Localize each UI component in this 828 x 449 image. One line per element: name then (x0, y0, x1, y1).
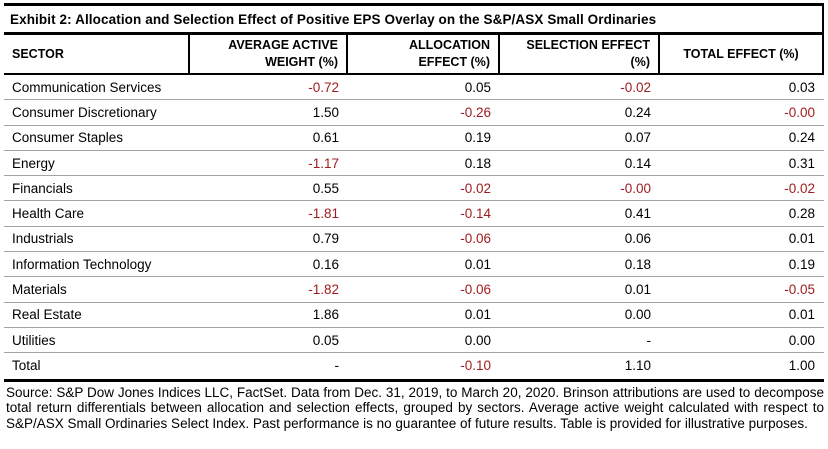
table-row-materials: Materials -1.82 -0.06 0.01 -0.05 (4, 277, 824, 303)
table-row-consumer-staples: Consumer Staples 0.61 0.19 0.07 0.24 (4, 126, 824, 151)
column-header-total-effect: TOTAL EFFECT (%) (660, 35, 824, 73)
sector-cell: Materials (12, 282, 67, 298)
table-row-utilities: Utilities 0.05 0.00 - 0.00 (4, 328, 824, 354)
table-row-financials: Financials 0.55 -0.02 -0.00 -0.02 (4, 176, 824, 202)
total-effect-cell: -0.00 (784, 104, 815, 120)
avg-active-weight-cell: 1.86 (312, 307, 339, 323)
column-header-label: TOTAL EFFECT (%) (683, 46, 799, 61)
sector-cell: Consumer Staples (12, 130, 124, 146)
column-header-label: ALLOCATION EFFECT (%) (408, 38, 490, 69)
allocation-effect-cell: 0.01 (464, 256, 491, 272)
table-bottom-rule (4, 378, 824, 382)
allocation-effect-cell: -0.06 (460, 282, 491, 298)
sector-cell: Health Care (12, 206, 85, 222)
sector-cell: Communication Services (12, 79, 162, 95)
allocation-effect-cell: -0.14 (460, 206, 491, 222)
avg-active-weight-cell: 0.55 (312, 180, 339, 196)
exhibit-title-row: Exhibit 2: Allocation and Selection Effe… (4, 6, 824, 32)
avg-active-weight-cell: -1.17 (308, 155, 339, 171)
table-row-consumer-discretionary: Consumer Discretionary 1.50 -0.26 0.24 -… (4, 100, 824, 126)
total-effect-cell: 0.19 (788, 256, 815, 272)
selection-effect-cell: 0.06 (624, 231, 651, 247)
column-header-label: AVERAGE ACTIVE WEIGHT (%) (228, 38, 338, 69)
allocation-effect-cell: 0.05 (464, 79, 491, 95)
sector-cell: Financials (12, 180, 73, 196)
selection-effect-cell: -0.00 (620, 180, 651, 196)
allocation-effect-cell: -0.10 (460, 358, 491, 374)
avg-active-weight-cell: -0.72 (308, 79, 339, 95)
allocation-effect-cell: 0.19 (464, 130, 491, 146)
table-row-real-estate: Real Estate 1.86 0.01 0.00 0.01 (4, 303, 824, 328)
sector-cell: Consumer Discretionary (12, 104, 157, 120)
table-row-energy: Energy -1.17 0.18 0.14 0.31 (4, 151, 824, 177)
column-header-label: SECTOR (12, 46, 64, 61)
selection-effect-cell: 0.07 (624, 130, 651, 146)
selection-effect-cell: -0.02 (620, 79, 651, 95)
avg-active-weight-cell: 0.16 (312, 256, 339, 272)
sector-cell: Utilities (12, 332, 56, 348)
sector-cell: Information Technology (12, 256, 152, 272)
total-effect-cell: 0.00 (788, 332, 815, 348)
total-effect-cell: 0.31 (788, 155, 815, 171)
table-row-health-care: Health Care -1.81 -0.14 0.41 0.28 (4, 201, 824, 227)
table-header-row: SECTOR AVERAGE ACTIVE WEIGHT (%) ALLOCAT… (4, 35, 824, 73)
avg-active-weight-cell: 0.05 (312, 332, 339, 348)
selection-effect-cell: 0.41 (624, 206, 651, 222)
total-effect-cell: 0.28 (788, 206, 815, 222)
allocation-effect-cell: -0.26 (460, 104, 491, 120)
avg-active-weight-cell: - (334, 358, 340, 374)
total-effect-cell: 0.24 (788, 130, 815, 146)
selection-effect-cell: 1.10 (624, 358, 651, 374)
total-effect-cell: 0.01 (788, 307, 815, 323)
allocation-effect-cell: 0.18 (464, 155, 491, 171)
sector-cell: Total (12, 358, 41, 374)
top-border-rule (4, 3, 824, 6)
source-note: Source: S&P Dow Jones Indices LLC, FactS… (6, 384, 824, 432)
avg-active-weight-cell: 0.79 (312, 231, 339, 247)
selection-effect-cell: 0.18 (624, 256, 651, 272)
selection-effect-cell: 0.01 (624, 282, 651, 298)
exhibit-title: Exhibit 2: Allocation and Selection Effe… (10, 11, 657, 27)
total-effect-cell: 0.01 (788, 231, 815, 247)
table-row-communication-services: Communication Services -0.72 0.05 -0.02 … (4, 75, 824, 101)
column-header-average-active-weight: AVERAGE ACTIVE WEIGHT (%) (190, 35, 348, 73)
sector-cell: Industrials (12, 231, 74, 247)
avg-active-weight-cell: -1.81 (308, 206, 339, 222)
column-header-sector: SECTOR (4, 35, 190, 73)
header-divider-rule (4, 73, 824, 75)
avg-active-weight-cell: -1.82 (308, 282, 339, 298)
column-header-allocation-effect: ALLOCATION EFFECT (%) (348, 35, 500, 73)
column-header-label: SELECTION EFFECT (%) (526, 38, 650, 69)
selection-effect-cell: 0.14 (624, 155, 651, 171)
allocation-effect-cell: 0.00 (464, 332, 491, 348)
sector-cell: Energy (12, 155, 55, 171)
table-row-industrials: Industrials 0.79 -0.06 0.06 0.01 (4, 227, 824, 253)
avg-active-weight-cell: 1.50 (312, 104, 339, 120)
total-effect-cell: 0.03 (788, 79, 815, 95)
allocation-effect-cell: 0.01 (464, 307, 491, 323)
table-row-total: Total - -0.10 1.10 1.00 (4, 353, 824, 378)
selection-effect-cell: 0.00 (624, 307, 651, 323)
allocation-effect-cell: -0.06 (460, 231, 491, 247)
total-effect-cell: -0.02 (784, 180, 815, 196)
table-body: Communication Services -0.72 0.05 -0.02 … (4, 75, 824, 379)
total-effect-cell: -0.05 (784, 282, 815, 298)
selection-effect-cell: - (646, 332, 652, 348)
exhibit-table: Exhibit 2: Allocation and Selection Effe… (4, 3, 824, 432)
sector-cell: Real Estate (12, 307, 82, 323)
table-row-information-technology: Information Technology 0.16 0.01 0.18 0.… (4, 252, 824, 278)
title-divider-rule (4, 32, 824, 35)
avg-active-weight-cell: 0.61 (312, 130, 339, 146)
total-effect-cell: 1.00 (788, 358, 815, 374)
allocation-effect-cell: -0.02 (460, 180, 491, 196)
selection-effect-cell: 0.24 (624, 104, 651, 120)
column-header-selection-effect: SELECTION EFFECT (%) (500, 35, 660, 73)
